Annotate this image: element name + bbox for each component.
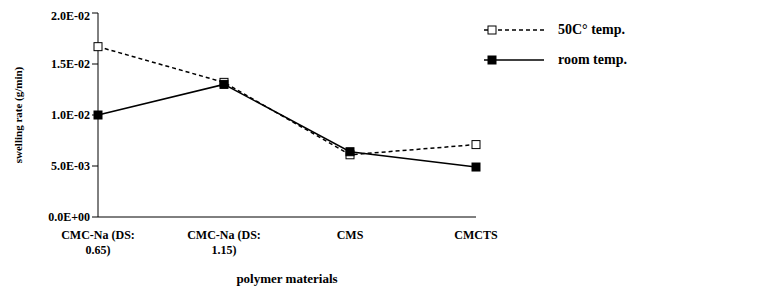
svg-text:2.0E-02: 2.0E-02 xyxy=(51,9,90,23)
svg-text:swelling rate (g/min): swelling rate (g/min) xyxy=(12,66,25,163)
svg-text:1.5E-02: 1.5E-02 xyxy=(51,57,90,71)
svg-text:1.0E-02: 1.0E-02 xyxy=(51,108,90,122)
svg-text:CMS: CMS xyxy=(337,228,364,242)
svg-text:5.0E-03: 5.0E-03 xyxy=(51,159,90,173)
svg-text:CMC-Na (DS:0.65): CMC-Na (DS:0.65) xyxy=(61,228,135,257)
svg-text:polymer materials: polymer materials xyxy=(236,271,337,286)
html-text:50C° temp.: 50C° temp. xyxy=(558,22,625,37)
svg-text:0.0E+00: 0.0E+00 xyxy=(48,210,90,224)
svg-text:CMCTS: CMCTS xyxy=(454,228,498,242)
html-text:room temp.: room temp. xyxy=(558,52,627,67)
svg-text:CMC-Na (DS:1.15): CMC-Na (DS:1.15) xyxy=(187,228,261,257)
